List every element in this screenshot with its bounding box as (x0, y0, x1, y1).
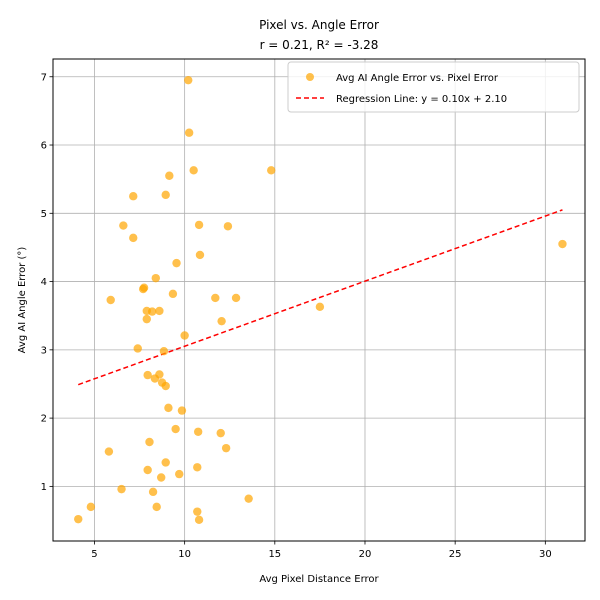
data-point (216, 428, 225, 438)
data-point (244, 494, 253, 503)
data-point (117, 484, 126, 494)
chart-title: Pixel vs. Angle Error (259, 18, 379, 32)
data-point (558, 239, 567, 249)
data-point (189, 166, 198, 175)
data-point (106, 295, 115, 305)
x-tick-label: 5 (91, 549, 97, 560)
data-point (180, 331, 189, 340)
legend-label-regression: Regression Line: y = 0.10x + 2.10 (336, 94, 507, 105)
data-point (194, 515, 204, 525)
data-point (133, 344, 142, 353)
y-tick-label: 7 (41, 72, 47, 83)
data-point (104, 447, 114, 456)
data-point (165, 171, 174, 180)
x-axis-ticks: 5 10 15 20 25 30 (91, 541, 552, 560)
data-point (143, 370, 152, 380)
y-tick-label: 4 (41, 277, 47, 288)
data-point (119, 221, 128, 230)
data-point (139, 283, 149, 292)
data-point (148, 487, 158, 497)
y-axis-ticks: 1 2 3 4 5 6 7 (41, 72, 53, 493)
data-point (159, 347, 169, 356)
data-point (184, 128, 194, 137)
x-tick-label: 15 (268, 549, 281, 560)
grid (53, 59, 585, 541)
legend-box (287, 61, 580, 113)
data-point (142, 314, 151, 324)
data-point (164, 403, 173, 413)
legend-label-scatter: Avg AI Angle Error vs. Pixel Error (336, 73, 499, 84)
data-point (152, 502, 161, 512)
data-point (177, 406, 187, 415)
data-point (155, 306, 164, 316)
data-point (217, 316, 226, 326)
x-tick-label: 30 (539, 549, 552, 560)
data-point (175, 469, 184, 479)
data-point (143, 465, 152, 475)
data-point (315, 302, 325, 312)
data-point (195, 250, 205, 260)
data-point (151, 273, 160, 283)
x-tick-label: 25 (449, 549, 462, 560)
y-axis-label: Avg AI Angle Error (°) (17, 247, 28, 354)
data-point (267, 166, 276, 175)
legend-marker-scatter (306, 73, 314, 81)
regression-line (77, 209, 563, 386)
y-tick-label: 3 (41, 345, 47, 356)
data-point (168, 289, 178, 299)
data-point (184, 75, 193, 85)
data-point (193, 427, 203, 436)
chart-subtitle: r = 0.21, R² = -3.28 (260, 38, 379, 52)
data-point (193, 507, 202, 516)
legend: Avg AI Angle Error vs. Pixel Error Regre… (287, 61, 580, 113)
data-point (161, 190, 170, 200)
x-tick-label: 10 (178, 549, 191, 560)
y-tick-label: 1 (41, 482, 47, 493)
data-point (145, 437, 154, 447)
data-point (86, 502, 96, 512)
data-point (129, 233, 138, 243)
y-tick-label: 5 (41, 209, 47, 220)
data-point (129, 192, 138, 201)
y-tick-label: 2 (41, 414, 47, 425)
data-point (172, 258, 181, 268)
data-point (147, 307, 157, 316)
regression-layer (77, 209, 563, 386)
data-point (155, 370, 164, 379)
title-group: Pixel vs. Angle Error r = 0.21, R² = -3.… (259, 18, 379, 52)
x-axis-label: Avg Pixel Distance Error (259, 574, 379, 585)
points-layer (74, 75, 567, 525)
y-tick-label: 6 (41, 141, 47, 152)
x-tick-label: 20 (359, 549, 372, 560)
plot-frame (52, 58, 586, 542)
data-point (223, 222, 233, 231)
data-point (171, 424, 180, 434)
data-point (161, 458, 170, 467)
data-point (211, 293, 220, 303)
data-point (74, 514, 83, 524)
data-point (157, 473, 166, 482)
data-point (231, 293, 241, 303)
data-point (194, 220, 204, 230)
data-point (161, 381, 170, 391)
data-point (193, 463, 202, 472)
data-point (221, 443, 231, 453)
